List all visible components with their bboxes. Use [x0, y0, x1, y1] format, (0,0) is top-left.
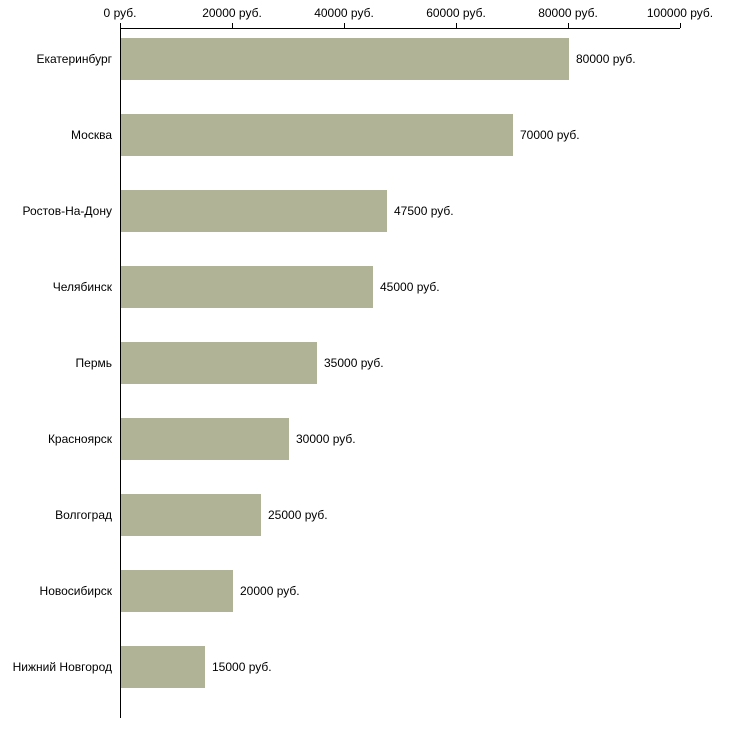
- y-axis-category-label: Новосибирск: [40, 584, 112, 598]
- bar-value-label: 15000 руб.: [212, 660, 272, 674]
- bar-value-label: 30000 руб.: [296, 432, 356, 446]
- y-axis-category-label: Нижний Новгород: [13, 660, 112, 674]
- x-axis-tick-label: 60000 руб.: [426, 6, 486, 20]
- bar-value-label: 47500 руб.: [394, 204, 454, 218]
- salary-bar-chart: 0 руб. 20000 руб. 40000 руб. 60000 руб. 8000…: [0, 0, 730, 730]
- y-axis-category-label: Красноярск: [48, 432, 112, 446]
- bar-value-label: 80000 руб.: [576, 52, 636, 66]
- bar-value-label: 25000 руб.: [268, 508, 328, 522]
- y-axis-category-label: Волгоград: [55, 508, 112, 522]
- bar: [121, 570, 233, 612]
- bar: [121, 38, 569, 80]
- bar-value-label: 70000 руб.: [520, 128, 580, 142]
- bar: [121, 342, 317, 384]
- x-axis-tick-label: 20000 руб.: [202, 6, 262, 20]
- bar: [121, 418, 289, 460]
- x-axis-tick: [680, 23, 681, 28]
- bar: [121, 646, 205, 688]
- y-axis-category-label: Челябинск: [53, 280, 112, 294]
- bar: [121, 190, 387, 232]
- y-axis-category-label: Пермь: [76, 356, 112, 370]
- x-axis-tick-label: 80000 руб.: [538, 6, 598, 20]
- bar-value-label: 45000 руб.: [380, 280, 440, 294]
- y-axis-category-label: Екатеринбург: [37, 52, 113, 66]
- x-axis-tick-label: 0 руб.: [104, 6, 137, 20]
- bar: [121, 266, 373, 308]
- bar: [121, 494, 261, 536]
- bar: [121, 114, 513, 156]
- x-axis-tick-label: 100000 руб.: [647, 6, 713, 20]
- x-axis-line: [120, 28, 680, 29]
- bar-value-label: 20000 руб.: [240, 584, 300, 598]
- y-axis-category-label: Ростов-На-Дону: [23, 204, 112, 218]
- x-axis-tick-label: 40000 руб.: [314, 6, 374, 20]
- y-axis-category-label: Москва: [71, 128, 112, 142]
- bar-value-label: 35000 руб.: [324, 356, 384, 370]
